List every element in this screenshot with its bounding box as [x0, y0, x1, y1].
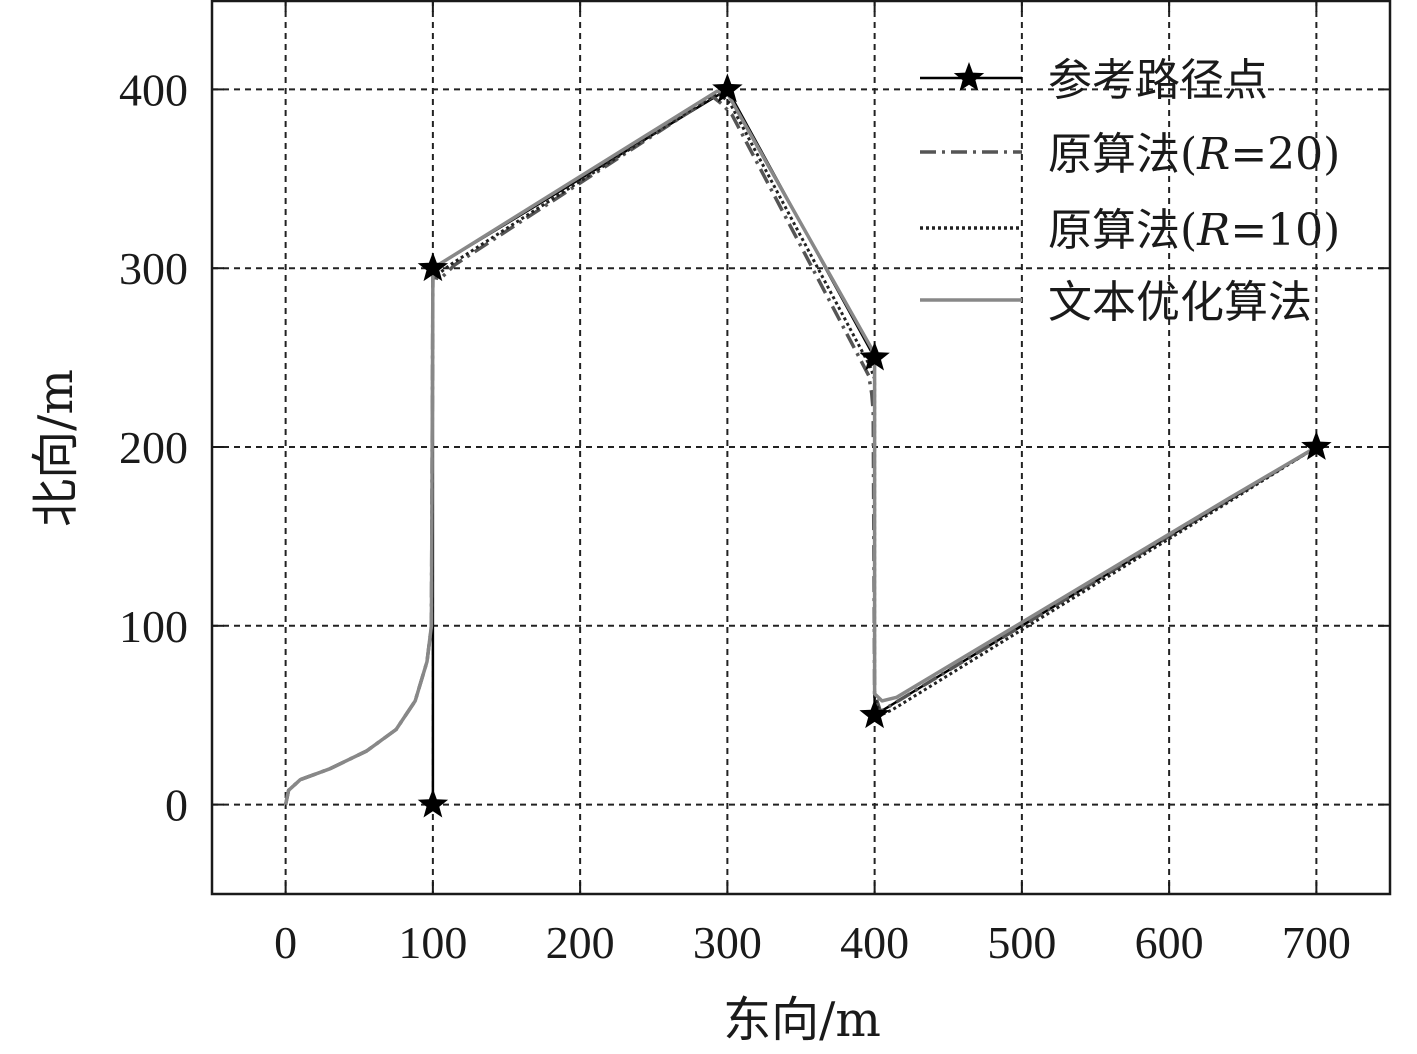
y-axis-title: 北向/m [28, 369, 84, 527]
x-tick-label: 500 [987, 917, 1056, 968]
waypoint-star-marker [712, 73, 743, 103]
waypoint-star-marker [417, 788, 449, 818]
y-tick-label: 200 [119, 422, 188, 473]
legend: 参考路径点 原算法(R=20) 原算法(R=10) 文本优化算法 [920, 55, 1340, 328]
x-tick-label: 600 [1135, 917, 1204, 968]
waypoint-star-marker [859, 699, 890, 729]
waypoint-star-marker [859, 341, 890, 371]
waypoint-star-marker [417, 252, 449, 282]
x-axis-title: 东向/m [723, 992, 881, 1048]
y-tick-label: 100 [119, 601, 188, 652]
legend-label-original-r10: 原算法(R=10) [1048, 205, 1340, 256]
x-tick-label: 0 [274, 917, 297, 968]
x-tick-label: 700 [1282, 917, 1351, 968]
y-tick-label: 0 [165, 780, 188, 831]
series-original-r20 [283, 94, 1318, 805]
plot-area [283, 73, 1332, 818]
y-tick-label: 300 [119, 243, 188, 294]
legend-star-icon [953, 62, 985, 91]
series-original-r10 [284, 91, 1318, 805]
grid [212, 0, 1390, 894]
x-tick-label: 200 [546, 917, 615, 968]
waypoint-star-marker [1301, 431, 1332, 460]
y-tick-label: 400 [119, 64, 188, 115]
legend-label-original-r20: 原算法(R=20) [1048, 129, 1340, 180]
legend-label-reference-points: 参考路径点 [1048, 55, 1268, 106]
x-tick-label: 400 [840, 917, 909, 968]
legend-star-marker [953, 62, 985, 91]
x-tick-label: 100 [398, 917, 467, 968]
x-tick-label: 300 [693, 917, 762, 968]
legend-label-optimized: 文本优化算法 [1048, 277, 1312, 328]
axis-ticks: 0 100 200 300 400 500 600 700 0 100 200 300 400 [119, 0, 1390, 968]
series-optimized [283, 89, 1318, 805]
